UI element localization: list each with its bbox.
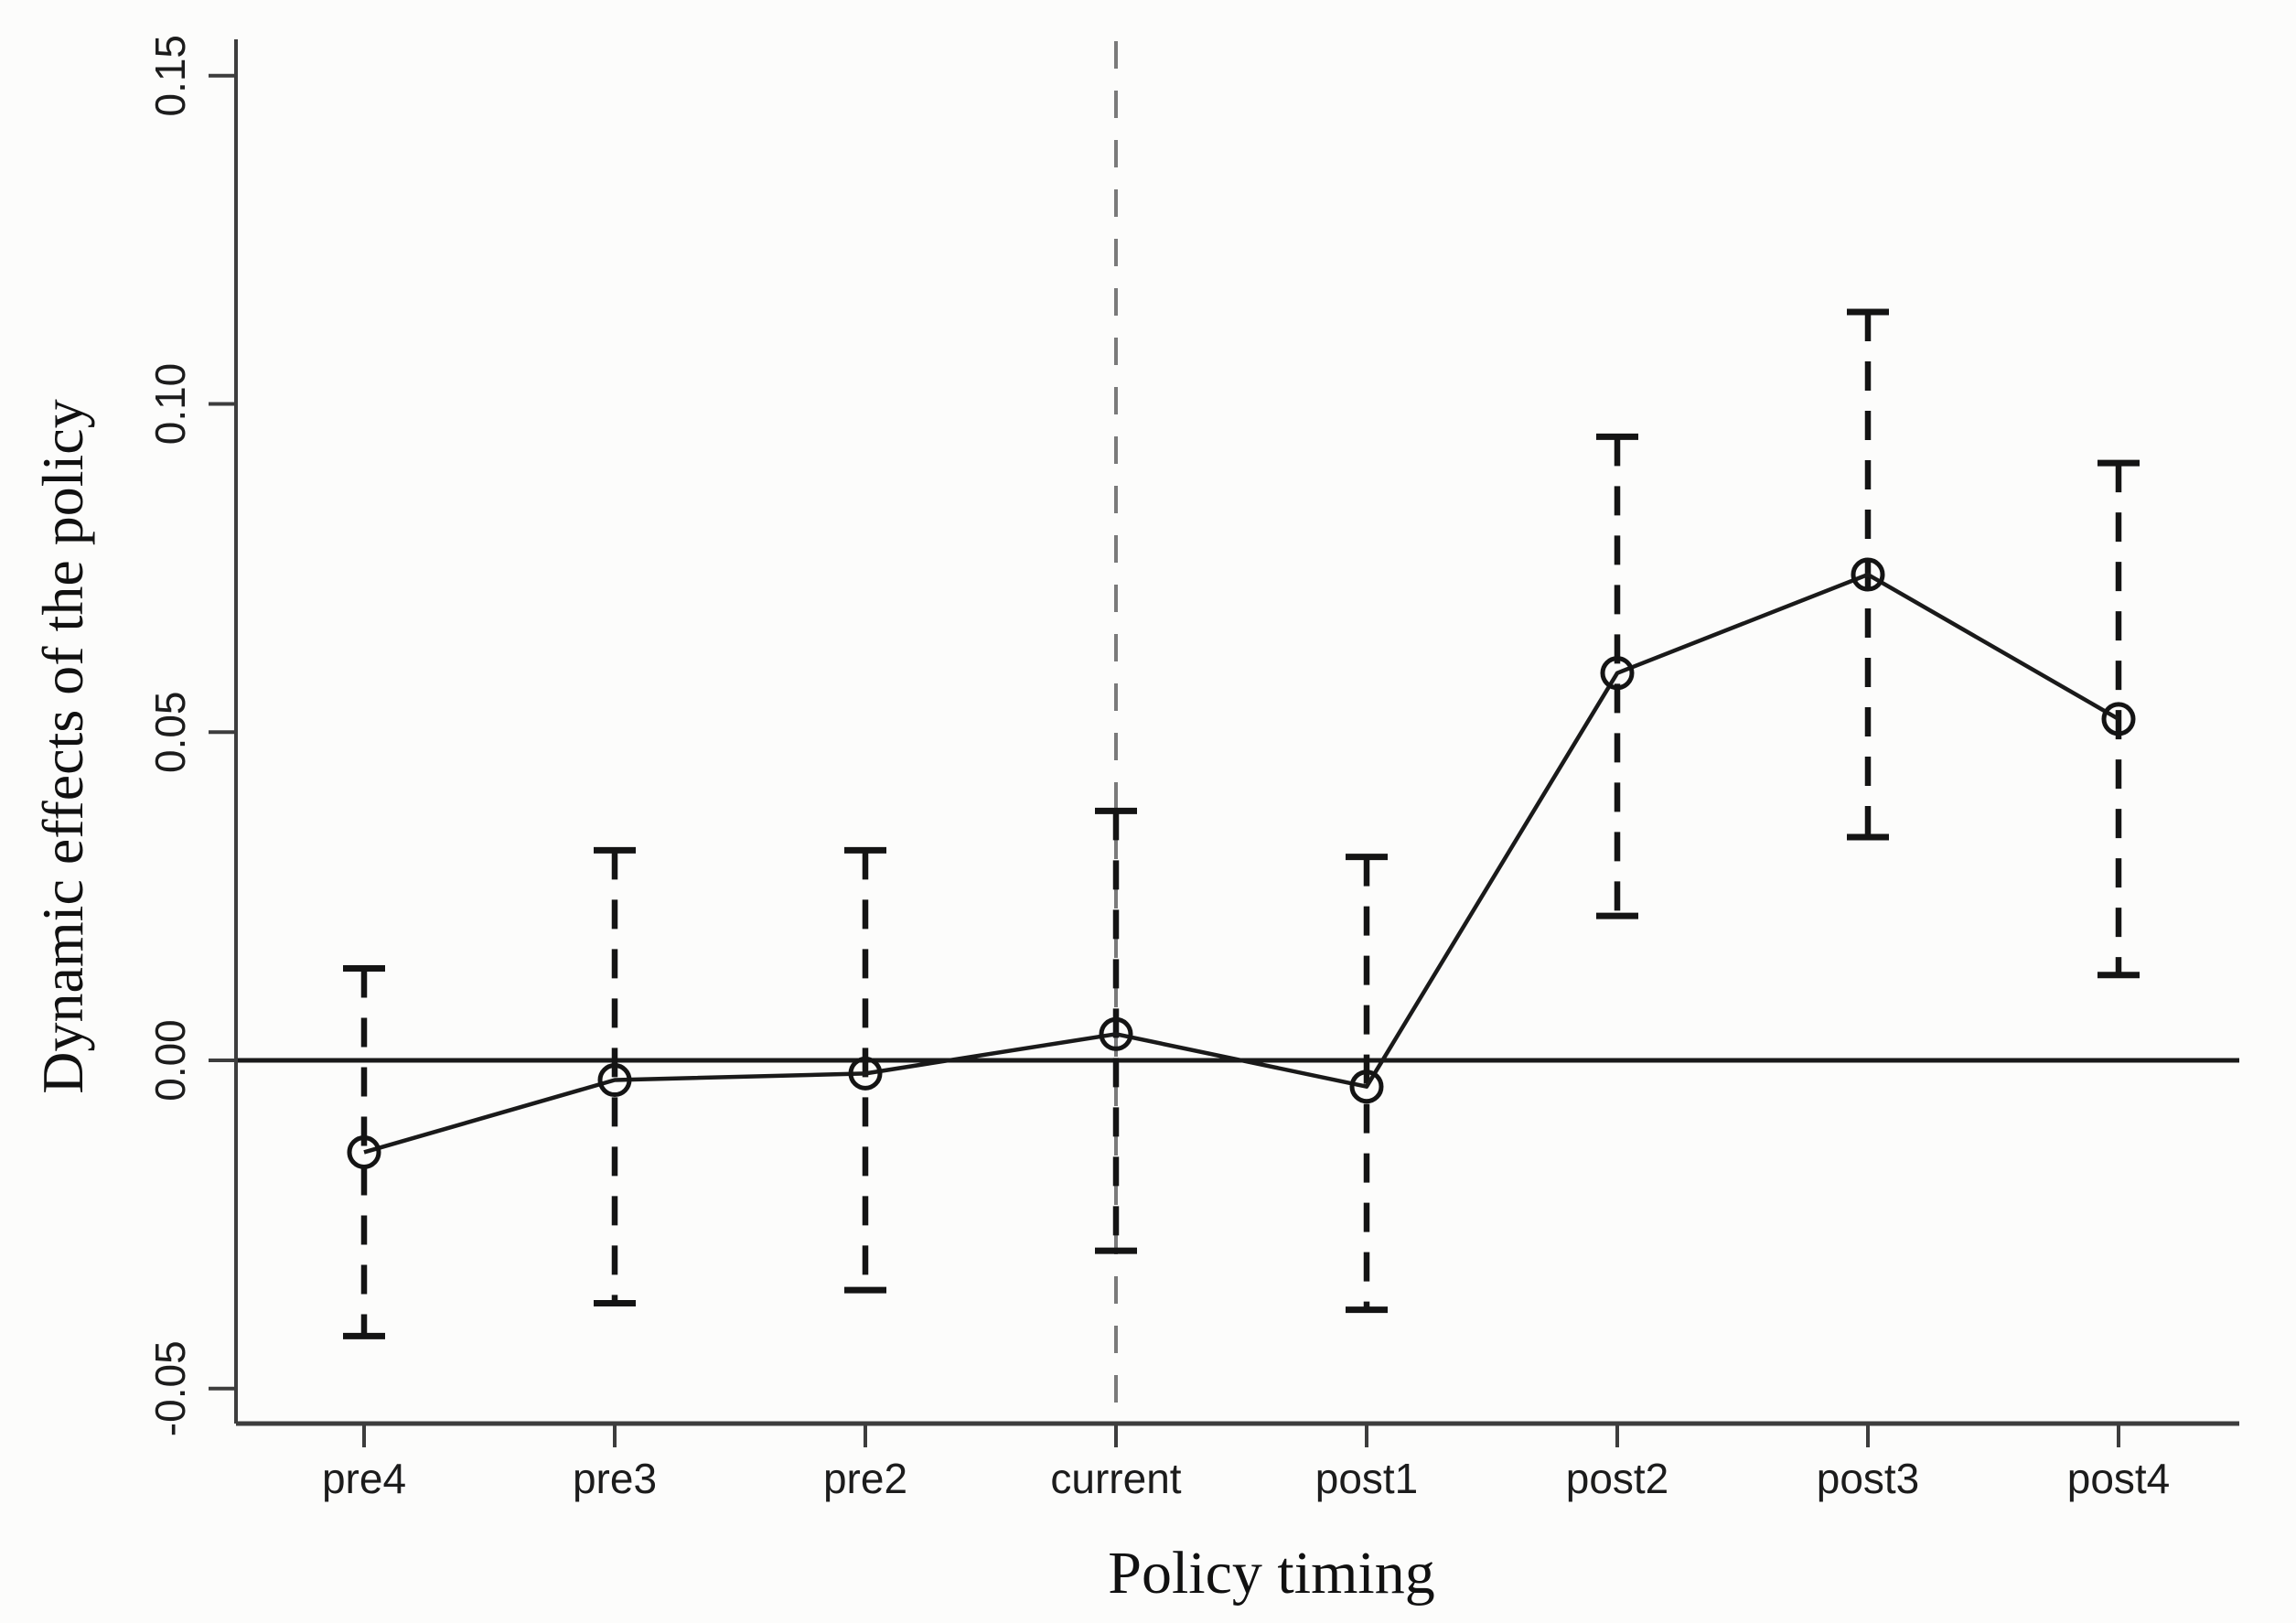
x-axis-title: Policy timing [1108,1540,1435,1607]
x-axis-label-post3: post3 [1817,1455,1920,1502]
data-point-marker-post3 [1851,557,1885,592]
x-axis-label-pre4: pre4 [322,1455,406,1502]
data-point-marker-pre3 [597,1063,632,1098]
x-axis-label-post2: post2 [1566,1455,1669,1502]
x-axis-label-pre3: pre3 [573,1455,657,1502]
estimate-line [363,572,2120,1155]
data-point-marker-post4 [2101,702,2136,736]
data-point-marker-pre4 [347,1134,381,1169]
y-axis-title: Dynamic effects of the policy [30,399,95,1094]
y-axis-tick-label: 0.00 [146,1019,194,1102]
y-axis-tick-label: 0.05 [146,691,194,773]
data-point-marker-post1 [1349,1069,1384,1104]
data-point-marker-post2 [1600,656,1635,691]
data-point-marker-pre2 [848,1056,883,1091]
x-axis-label-current: current [1050,1455,1181,1502]
y-axis-tick-label: -0.05 [146,1340,194,1436]
x-axis-label-post4: post4 [2067,1455,2171,1502]
data-point-marker-current [1099,1016,1133,1051]
y-axis-tick-label: 0.15 [146,35,194,117]
x-axis-label-post1: post1 [1315,1455,1419,1502]
x-axis-label-pre2: pre2 [823,1455,907,1502]
y-axis-tick-label: 0.10 [146,363,194,446]
